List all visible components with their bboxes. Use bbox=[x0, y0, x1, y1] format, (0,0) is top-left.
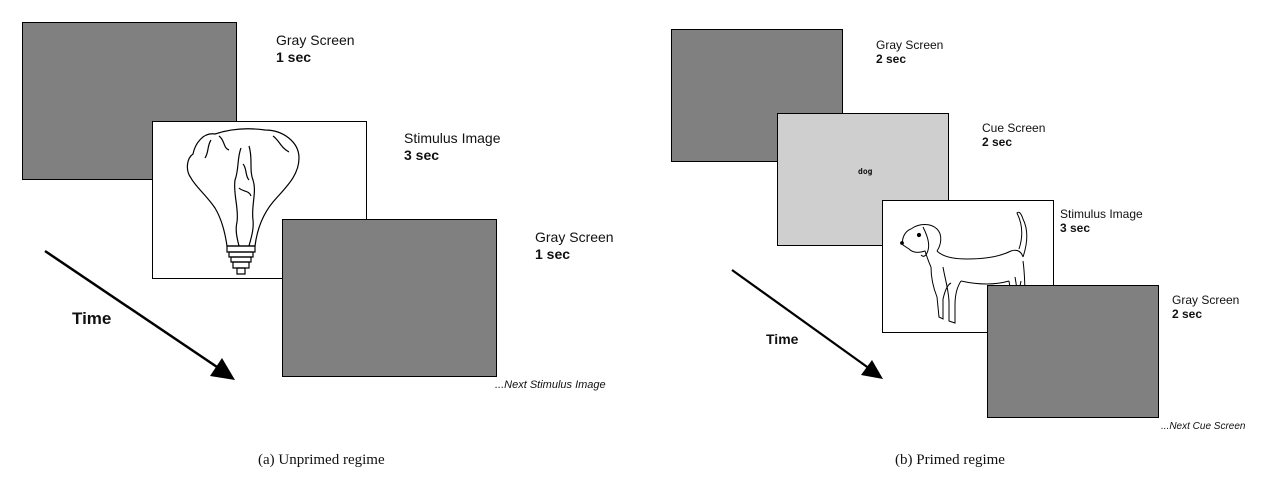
screen-name: Gray Screen bbox=[1172, 293, 1240, 307]
screen-duration: 2 sec bbox=[876, 52, 907, 66]
unprimed-caption: (a) Unprimed regime bbox=[258, 452, 385, 468]
primed-caption: (b) Primed regime bbox=[895, 452, 1005, 468]
unprimed-panel: Gray Screen 1 sec Stimulus Image 3 sec G… bbox=[0, 0, 640, 484]
unprimed-next-label: ...Next Stimulus Image bbox=[495, 379, 606, 391]
unprimed-label-3: Gray Screen 1 sec bbox=[535, 229, 614, 263]
screen-duration: 3 sec bbox=[1060, 221, 1091, 235]
screen-name: Cue Screen bbox=[982, 121, 1046, 135]
unprimed-label-1: Gray Screen 1 sec bbox=[276, 32, 355, 66]
screen-duration: 1 sec bbox=[535, 246, 571, 262]
cue-word: dog bbox=[858, 167, 873, 176]
primed-gray-screen-2 bbox=[987, 285, 1159, 418]
primed-label-2: Cue Screen 2 sec bbox=[982, 121, 1045, 149]
screen-name: Gray Screen bbox=[876, 38, 944, 52]
screen-duration: 2 sec bbox=[1172, 307, 1203, 321]
primed-time-label: Time bbox=[766, 331, 799, 347]
screen-duration: 1 sec bbox=[276, 49, 312, 65]
screen-name: Stimulus Image bbox=[1060, 207, 1143, 221]
time-arrow-icon bbox=[731, 269, 883, 379]
unprimed-gray-screen-2 bbox=[282, 219, 497, 377]
unprimed-label-2: Stimulus Image 3 sec bbox=[404, 130, 500, 164]
primed-label-1: Gray Screen 2 sec bbox=[876, 38, 943, 66]
primed-next-label: ...Next Cue Screen bbox=[1161, 421, 1246, 432]
screen-duration: 3 sec bbox=[404, 147, 440, 163]
unprimed-time-label: Time bbox=[72, 309, 112, 328]
primed-panel: dog Gray Screen 2 sec Cue Screen bbox=[640, 0, 1281, 484]
primed-label-4: Gray Screen 2 sec bbox=[1172, 293, 1239, 321]
primed-label-3: Stimulus Image 3 sec bbox=[1060, 207, 1143, 235]
time-arrow-icon bbox=[44, 249, 235, 380]
screen-name: Gray Screen bbox=[276, 32, 355, 48]
unprimed-stimulus-screen bbox=[152, 121, 367, 279]
screen-name: Stimulus Image bbox=[404, 130, 501, 146]
screen-duration: 2 sec bbox=[982, 135, 1013, 149]
lightbulb-drawing bbox=[186, 128, 300, 275]
screen-name: Gray Screen bbox=[535, 229, 614, 245]
